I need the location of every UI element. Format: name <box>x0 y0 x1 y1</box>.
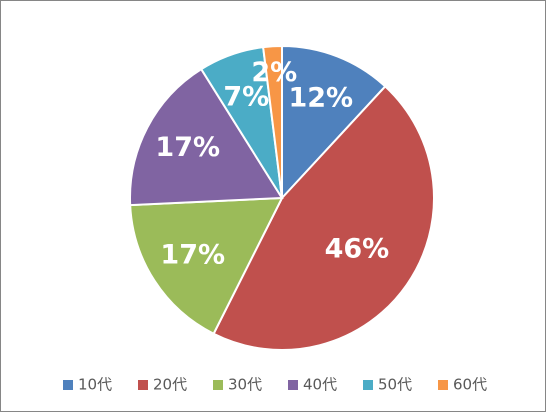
pie-slice <box>212 85 435 351</box>
legend-marker <box>363 380 373 390</box>
pie-slice <box>129 67 284 207</box>
legend-label: 10代 <box>78 376 112 394</box>
value-label: 2% <box>251 57 297 88</box>
legend-label: 60代 <box>453 376 487 394</box>
value-label: 17% <box>155 132 220 163</box>
value-label: 7% <box>223 81 269 112</box>
legend-label: 30代 <box>228 376 262 394</box>
pie-slice <box>262 44 283 199</box>
value-label: 17% <box>160 239 225 270</box>
pie-slice <box>281 44 387 201</box>
value-label: 46% <box>325 233 390 264</box>
value-label: 12% <box>288 82 353 113</box>
legend-marker <box>138 380 148 390</box>
legend-marker <box>213 380 223 390</box>
legend-marker <box>438 380 448 390</box>
legend-label: 40代 <box>303 376 337 394</box>
legend-marker <box>63 380 73 390</box>
legend-label: 50代 <box>378 376 412 394</box>
legend-label: 20代 <box>153 376 187 394</box>
legend-marker <box>288 380 298 390</box>
pie-slice <box>129 196 284 336</box>
